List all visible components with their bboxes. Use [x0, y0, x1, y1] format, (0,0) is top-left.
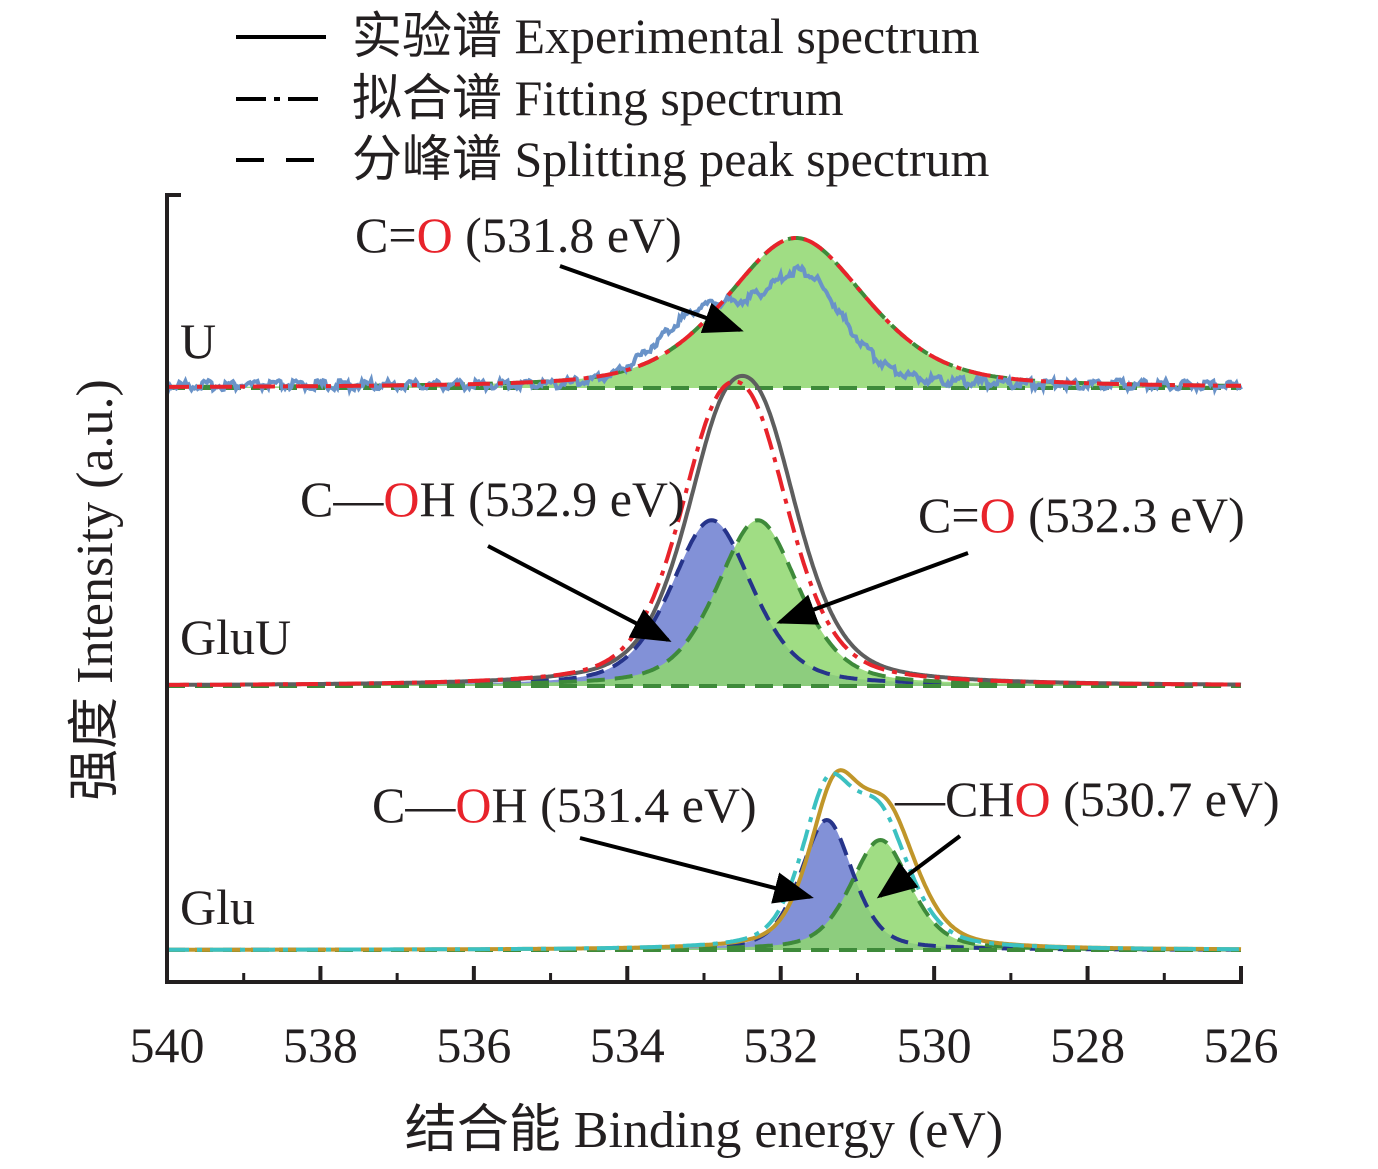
annotation-arrow: [579, 836, 814, 904]
legend: 实验谱 Experimental spectrum 拟合谱 Fitting spe…: [236, 8, 990, 187]
sample-label-U: U: [180, 313, 216, 369]
annotation-prefix: C=: [355, 207, 417, 263]
fitting-spectrum-GluU: [167, 379, 1241, 687]
peak-annotation: C=O (531.8 eV): [355, 207, 682, 263]
annotation-prefix: C—: [300, 471, 384, 527]
legend-label: 实验谱 Experimental spectrum: [352, 8, 980, 64]
annotation-arrow: [487, 544, 672, 642]
legend-label: 分峰谱 Splitting peak spectrum: [352, 131, 990, 187]
annotation-oxygen: O: [417, 207, 453, 263]
sample-label-Glu: Glu: [180, 879, 255, 935]
fitting-spectrum-U: [167, 236, 1241, 389]
x-tick-label: 528: [1050, 1017, 1125, 1073]
annotation-prefix: —CH: [894, 771, 1014, 827]
spectra-lines: [165, 236, 1243, 952]
annotation-energy: (532.9 eV): [456, 471, 685, 527]
fitting-spectrum-Glu: [167, 771, 1241, 952]
peak-fill-Glu: [167, 820, 1241, 950]
x-tick-label: 530: [897, 1017, 972, 1073]
annotation-oxygen: O: [1014, 771, 1050, 827]
x-tick-label: 532: [743, 1017, 818, 1073]
x-tick-label: 526: [1204, 1017, 1279, 1073]
x-tick-label: 534: [590, 1017, 665, 1073]
peak-annotation: C=O (532.3 eV): [918, 487, 1245, 543]
annotation-energy: (532.3 eV): [1016, 487, 1245, 543]
x-axis-label: 结合能 Binding energy (eV): [405, 1102, 1003, 1159]
peak-annotation: C—OH (531.4 eV): [372, 777, 757, 833]
annotation-energy: (531.8 eV): [453, 207, 682, 263]
peak-fills: [167, 238, 1241, 950]
splitting-peak-line-Glu: [167, 817, 1241, 952]
peak-fill-Glu: [167, 840, 1241, 950]
peak-fill-U: [167, 238, 1241, 388]
annotation-prefix: C—: [372, 777, 456, 833]
annotation-arrow: [776, 551, 969, 625]
peak-annotation: C—OH (532.9 eV): [300, 471, 685, 527]
sample-label-GluU: GluU: [180, 609, 291, 665]
peak-fill-GluU: [167, 520, 1241, 686]
annotation-suffix: H: [419, 471, 455, 527]
x-tick-label: 536: [436, 1017, 511, 1073]
annotation-oxygen: O: [383, 471, 419, 527]
annotation-oxygen: O: [980, 487, 1016, 543]
y-axis-label: 强度 Intensity (a.u.): [67, 379, 124, 801]
annotation-oxygen: O: [455, 777, 491, 833]
annotation-prefix: C=: [918, 487, 980, 543]
legend-label: 拟合谱 Fitting spectrum: [352, 70, 844, 126]
annotation-energy: (531.4 eV): [528, 777, 757, 833]
peak-annotation: —CHO (530.7 eV): [894, 771, 1280, 827]
peak-fill-GluU: [167, 520, 1241, 686]
annotation-arrow: [876, 834, 962, 899]
annotation-energy: (530.7 eV): [1051, 771, 1280, 827]
axes: 540 538 536 534 532 530 528 526 结合能 Binding ener…: [67, 193, 1279, 1159]
annotation-arrow: [559, 264, 744, 334]
x-tick-label: 538: [283, 1017, 358, 1073]
annotation-suffix: H: [491, 777, 527, 833]
x-tick-label: 540: [130, 1017, 205, 1073]
splitting-peak-line-Glu: [167, 837, 1241, 952]
